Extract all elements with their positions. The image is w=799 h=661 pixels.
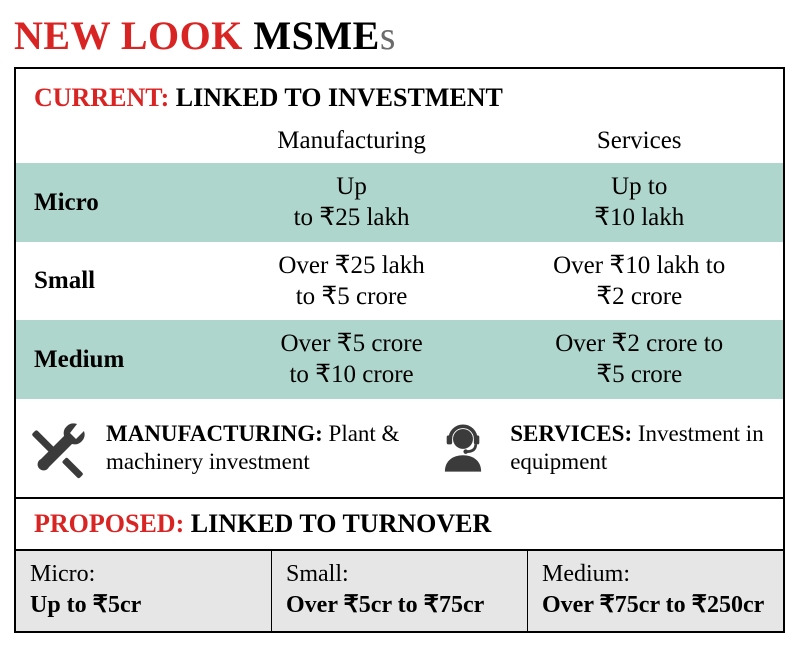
cell-svc: Over ₹10 lakh to₹2 crore [495, 242, 783, 321]
proposed-col: Medium:Over ₹75cr to ₹250cr [528, 551, 783, 631]
proposed-label: Medium: [542, 559, 769, 590]
wrench-screwdriver-icon [24, 413, 94, 483]
current-table: Manufacturing Services MicroUpto ₹25 lak… [16, 123, 783, 399]
cell-svc: Up to₹10 lakh [495, 163, 783, 242]
col-header-svc: Services [495, 123, 783, 163]
proposed-value: Up to ₹5cr [30, 592, 141, 618]
note-mfg-text: MANUFACTURING: Plant & machinery investm… [106, 420, 418, 475]
notes-row: MANUFACTURING: Plant & machinery investm… [16, 399, 783, 497]
note-mfg-bold: MANUFACTURING: [106, 421, 323, 446]
cell-svc: Over ₹2 crore to₹5 crore [495, 320, 783, 399]
col-header-mfg: Manufacturing [208, 123, 496, 163]
proposed-heading: PROPOSED: LINKED TO TURNOVER [16, 499, 783, 549]
note-svc-bold: SERVICES: [510, 421, 632, 446]
proposed-label: Micro: [30, 559, 257, 590]
note-manufacturing: MANUFACTURING: Plant & machinery investm… [24, 413, 418, 483]
proposed-columns: Micro:Up to ₹5crSmall:Over ₹5cr to ₹75cr… [16, 549, 783, 631]
title-gray: s [380, 13, 396, 58]
current-heading: CURRENT: LINKED TO INVESTMENT [16, 79, 783, 123]
cell-mfg: Over ₹25 lakhto ₹5 crore [208, 242, 496, 321]
title-black: MSME [253, 13, 379, 58]
title-red: NEW LOOK [14, 13, 243, 58]
proposed-value: Over ₹75cr to ₹250cr [542, 592, 764, 618]
row-label: Micro [16, 163, 208, 242]
proposed-col: Small:Over ₹5cr to ₹75cr [272, 551, 528, 631]
cell-mfg: Upto ₹25 lakh [208, 163, 496, 242]
note-svc-text: SERVICES: Investment in equipment [510, 420, 771, 475]
table-row: SmallOver ₹25 lakhto ₹5 croreOver ₹10 la… [16, 242, 783, 321]
proposed-col: Micro:Up to ₹5cr [16, 551, 272, 631]
col-header-blank [16, 123, 208, 163]
proposed-label: Small: [286, 559, 513, 590]
proposed-heading-black: LINKED TO TURNOVER [191, 509, 492, 538]
table-row: MediumOver ₹5 croreto ₹10 croreOver ₹2 c… [16, 320, 783, 399]
table-header-row: Manufacturing Services [16, 123, 783, 163]
note-services: SERVICES: Investment in equipment [428, 413, 771, 483]
headset-person-icon [428, 413, 498, 483]
page-title: NEW LOOK MSMEs [14, 12, 785, 59]
row-label: Medium [16, 320, 208, 399]
content-frame: CURRENT: LINKED TO INVESTMENT Manufactur… [14, 67, 785, 633]
current-heading-red: CURRENT: [34, 83, 169, 112]
cell-mfg: Over ₹5 croreto ₹10 crore [208, 320, 496, 399]
proposed-heading-red: PROPOSED: [34, 509, 184, 538]
table-row: MicroUpto ₹25 lakhUp to₹10 lakh [16, 163, 783, 242]
proposed-value: Over ₹5cr to ₹75cr [286, 592, 484, 618]
row-label: Small [16, 242, 208, 321]
current-heading-black: LINKED TO INVESTMENT [176, 83, 503, 112]
